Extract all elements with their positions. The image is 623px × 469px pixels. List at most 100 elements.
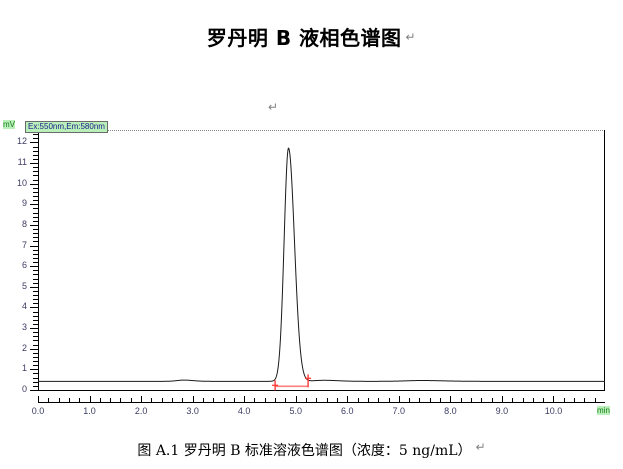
x-axis-line (38, 402, 605, 403)
paragraph-mark-icon: ↵ (268, 100, 279, 114)
x-axis-minor-tick (409, 398, 411, 403)
x-axis-tick (244, 396, 246, 403)
page-title: 罗丹明 B 液相色谱图 ↵ (0, 22, 623, 51)
x-axis-tick (398, 396, 400, 403)
x-axis-tick (38, 396, 39, 403)
caption-pilcrow-mark: ↵ (475, 440, 486, 454)
y-axis-minor-tick (33, 216, 38, 218)
trace-legend-label: Ex:550nm,Em:580nm (25, 121, 108, 133)
x-axis-tick (347, 396, 349, 403)
x-axis-minor-tick (182, 398, 184, 403)
x-axis-tick-label: 3.0 (186, 406, 199, 416)
x-axis-tick-label: 8.0 (444, 406, 457, 416)
x-axis-minor-tick (68, 398, 70, 403)
y-axis-minor-tick (33, 138, 38, 140)
y-axis-minor-tick (33, 336, 38, 338)
plot-bottom-border (38, 390, 605, 391)
x-axis-minor-tick (213, 398, 215, 403)
y-axis-tick-label: 6 (21, 260, 27, 271)
x-axis-minor-tick (460, 398, 462, 403)
y-axis-minor-tick (33, 158, 38, 160)
x-axis-tick (192, 396, 194, 403)
y-axis-minor-tick (33, 303, 38, 305)
y-axis-minor-tick (33, 175, 38, 177)
x-axis-minor-tick (110, 398, 112, 403)
x-axis-minor-tick (491, 398, 493, 403)
y-axis-minor-tick (33, 154, 38, 156)
chromatogram-figure: mV 0 1 2 3 4 5 6 7 8 9 10 11 12 0.0 1.0 2.0 3.0 4.0 5.0 6.… (0, 118, 623, 418)
x-axis-minor-tick (543, 398, 545, 403)
x-axis-tick (141, 396, 143, 403)
chromatogram-trace-svg (38, 147, 605, 391)
y-axis-minor-tick (33, 200, 38, 202)
y-axis-minor-tick (33, 274, 38, 276)
x-axis-minor-tick (522, 398, 524, 403)
y-axis-tick-label: 12 (16, 136, 27, 147)
x-axis-tick-label: 6.0 (341, 406, 354, 416)
x-axis-minor-tick (130, 398, 132, 403)
x-axis-minor-tick (429, 398, 431, 403)
y-axis-tick-label: 7 (21, 239, 27, 250)
x-axis-tick-label: 7.0 (392, 406, 406, 416)
x-axis-minor-tick (285, 398, 287, 403)
integration-baseline-marker (272, 374, 312, 391)
y-axis-tick-label: 5 (21, 280, 27, 291)
x-axis-minor-tick (79, 398, 81, 403)
y-axis-minor-tick (33, 356, 38, 358)
y-axis-minor-tick (33, 299, 38, 301)
x-axis-minor-tick (532, 398, 534, 403)
y-axis-minor-tick (33, 332, 38, 334)
y-axis-tick (30, 224, 38, 226)
x-axis-minor-tick (563, 398, 565, 403)
y-axis-minor-tick (33, 171, 38, 173)
y-axis-tick (30, 245, 38, 247)
figure-caption: 图 A.1 罗丹明 B 标准溶液色谱图（浓度：5 ng/mL） ↵ (0, 440, 623, 460)
x-axis-minor-tick (202, 398, 204, 403)
pilcrow-mark: ↵ (405, 30, 417, 44)
x-axis-minor-tick (233, 398, 235, 403)
y-axis-minor-tick (33, 233, 38, 235)
y-axis-minor-tick (33, 208, 38, 210)
x-axis-minor-tick (470, 398, 472, 403)
y-axis-minor-tick (33, 220, 38, 222)
x-axis-minor-tick (481, 398, 483, 403)
y-axis-minor-tick (33, 340, 38, 342)
x-axis-minor-tick (264, 398, 266, 403)
y-axis-tick-label: 11 (17, 157, 27, 168)
y-axis-minor-tick (33, 179, 38, 181)
x-axis-minor-tick (357, 398, 359, 403)
y-axis-minor-tick (33, 278, 38, 280)
x-axis-minor-tick (316, 398, 318, 403)
y-axis-minor-tick (33, 344, 38, 346)
y-axis-minor-tick (33, 146, 38, 148)
y-axis-tick-label: 0 (21, 384, 27, 394)
y-axis-minor-tick (33, 295, 38, 297)
y-axis-minor-tick (33, 167, 38, 169)
x-axis-minor-tick (326, 398, 328, 403)
x-axis-tick (89, 396, 91, 403)
y-axis-tick (30, 286, 38, 288)
x-axis-minor-tick (584, 398, 586, 403)
x-axis-minor-tick (223, 398, 225, 403)
y-axis-tick-label: 10 (16, 177, 27, 188)
y-axis-minor-tick (33, 262, 38, 264)
y-axis-tick-label: 2 (21, 342, 27, 353)
y-axis-tick (30, 369, 38, 371)
x-axis-tick (501, 396, 503, 403)
x-axis-tick-label: 10.0 (544, 406, 563, 416)
y-axis-unit-label: mV (3, 120, 15, 129)
y-axis-minor-tick (33, 385, 38, 387)
y-axis-minor-tick (33, 381, 38, 383)
y-axis-minor-tick (33, 229, 38, 231)
y-axis-tick-label: 9 (21, 198, 27, 209)
y-axis-tick (30, 266, 38, 268)
x-axis-minor-tick (388, 398, 390, 403)
y-axis-minor-tick (33, 290, 38, 292)
y-axis-minor-tick (33, 150, 38, 152)
y-axis-minor-tick (33, 212, 38, 214)
x-axis-minor-tick (161, 398, 163, 403)
x-axis-unit-label: min (597, 406, 610, 415)
y-axis-line (38, 130, 39, 390)
y-axis-tick (30, 204, 38, 206)
x-axis-minor-tick (151, 398, 153, 403)
